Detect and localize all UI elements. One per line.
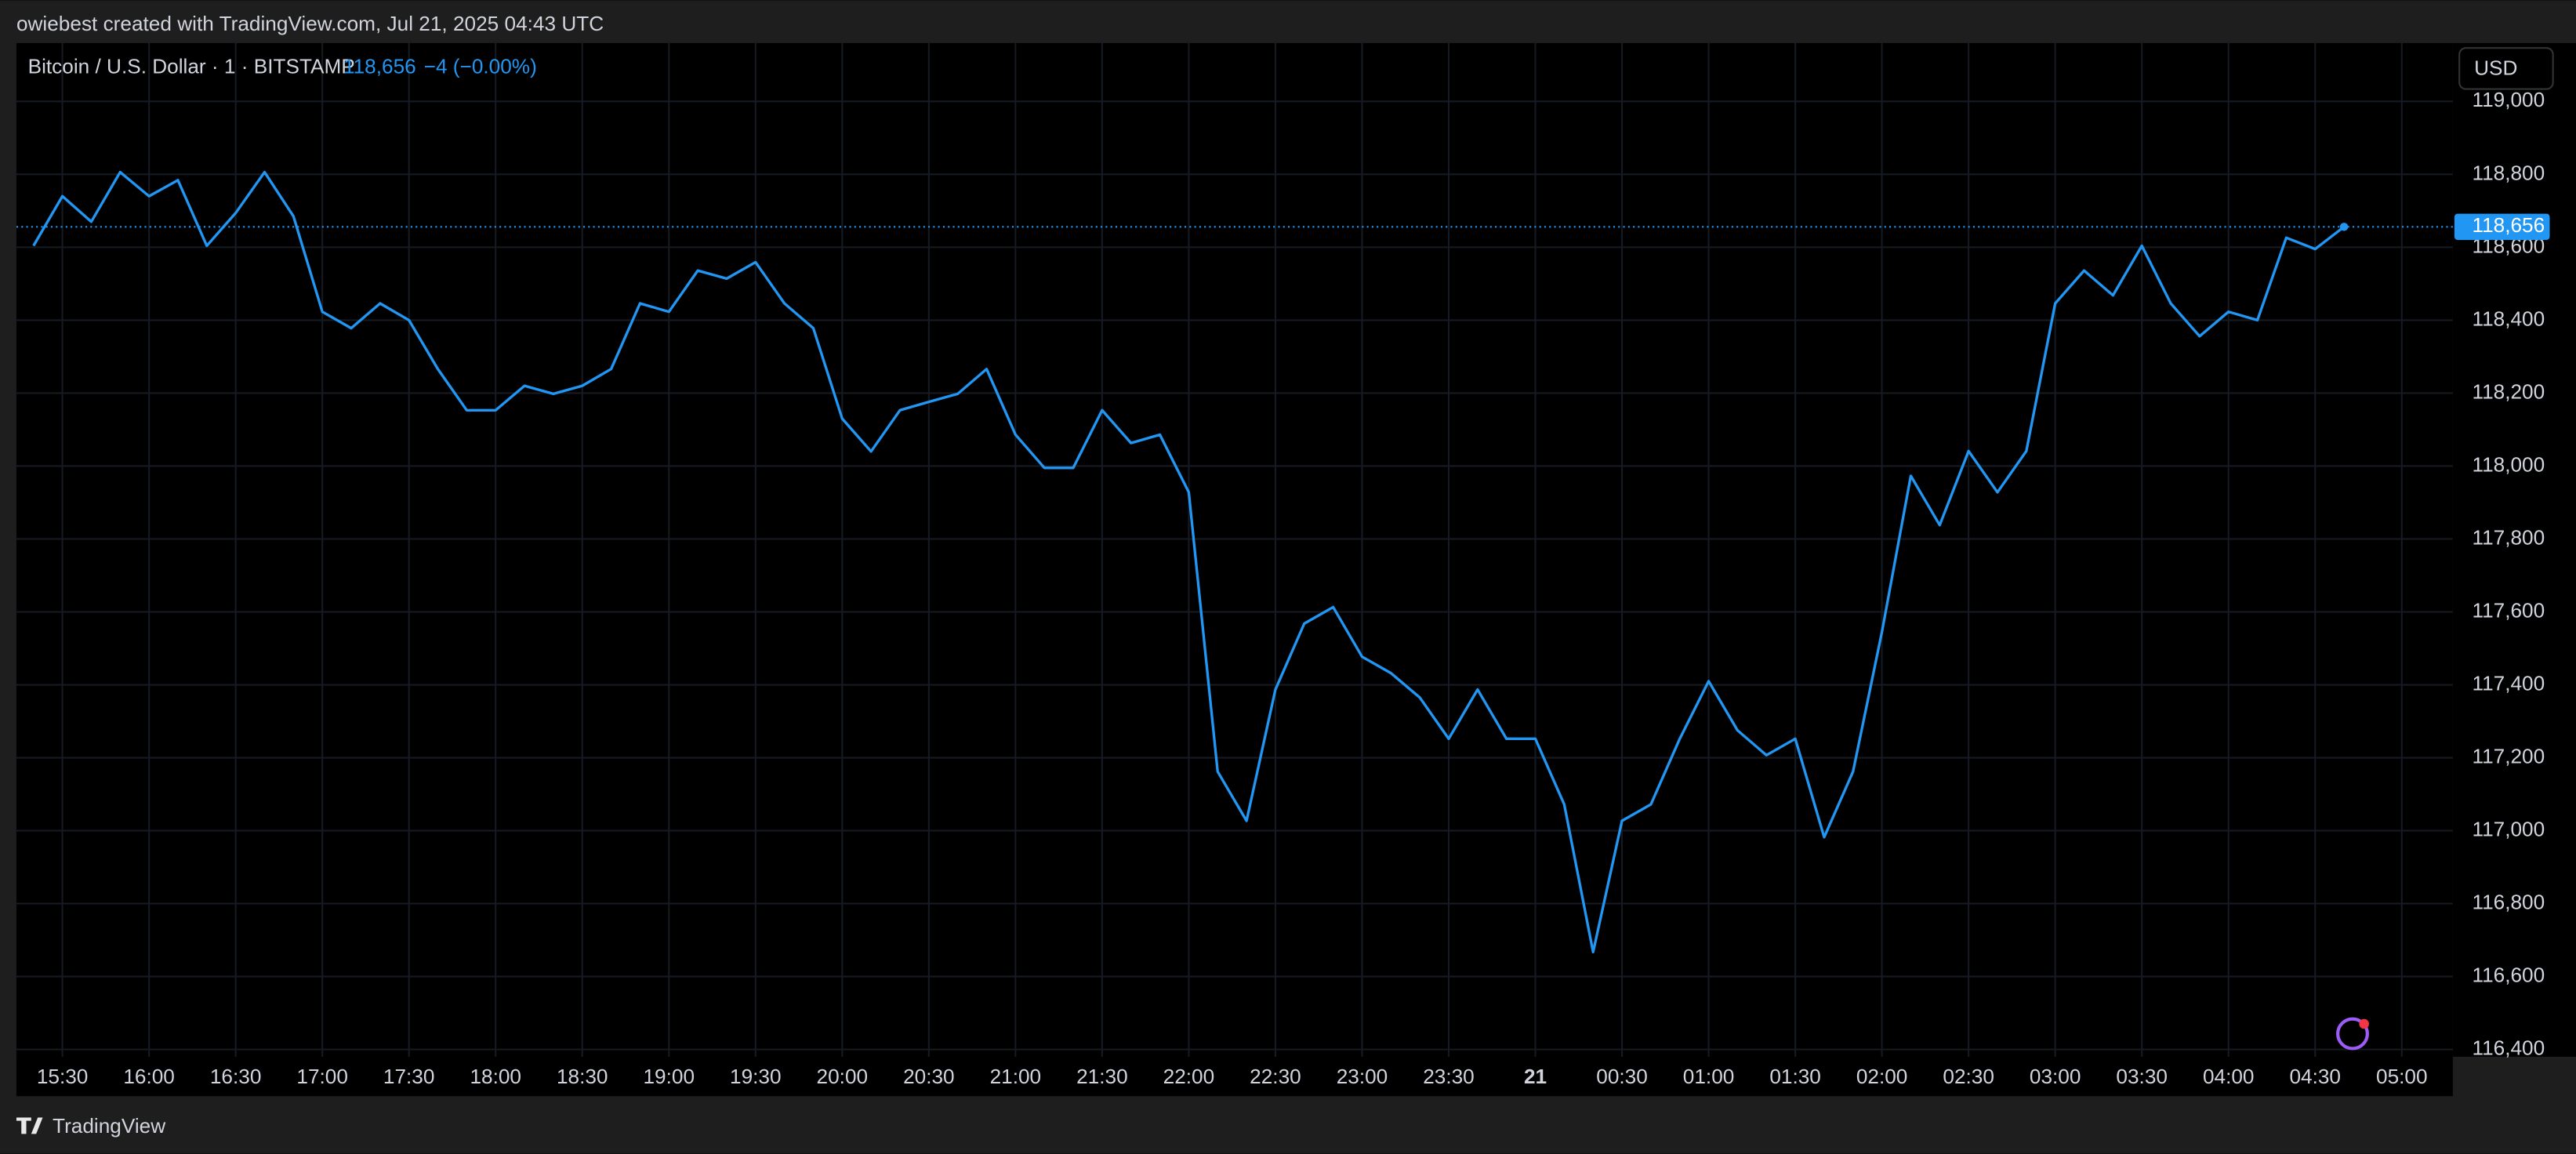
x-tick-label: 23:30 xyxy=(1423,1065,1475,1088)
x-tick-label: 18:30 xyxy=(557,1065,608,1088)
x-tick-label: 16:00 xyxy=(123,1065,175,1088)
x-tick-label: 04:00 xyxy=(2203,1065,2255,1088)
y-tick-label: 119,000 xyxy=(2472,88,2545,111)
y-tick-label: 117,200 xyxy=(2472,744,2545,768)
assistant-icon[interactable] xyxy=(2336,1017,2369,1051)
currency-button[interactable] xyxy=(2458,47,2554,90)
footer-logo xyxy=(16,1117,43,1134)
last-price-badge xyxy=(2454,213,2550,241)
x-tick-label: 17:30 xyxy=(383,1065,435,1088)
x-tick-label: 22:00 xyxy=(1163,1065,1215,1088)
y-tick-label: 118,000 xyxy=(2472,452,2545,476)
x-tick-label: 04:30 xyxy=(2289,1065,2341,1088)
y-tick-label: 118,400 xyxy=(2472,307,2545,330)
x-tick-label: 20:30 xyxy=(903,1065,955,1088)
x-tick-label: 02:30 xyxy=(1943,1065,1994,1088)
x-tick-label: 05:00 xyxy=(2376,1065,2428,1088)
x-tick-label: 19:30 xyxy=(730,1065,782,1088)
y-tick-label: 118,800 xyxy=(2472,161,2545,184)
x-tick-label: 18:00 xyxy=(470,1065,521,1088)
y-tick-label: 116,600 xyxy=(2472,963,2545,987)
x-tick-label: 21 xyxy=(1524,1065,1547,1088)
y-tick-label: 117,600 xyxy=(2472,598,2545,622)
y-tick-label: 117,000 xyxy=(2472,817,2545,840)
x-tick-label: 21:00 xyxy=(990,1065,1042,1088)
x-tick-label: 20:00 xyxy=(817,1065,869,1088)
x-tick-label: 21:30 xyxy=(1076,1065,1128,1088)
y-tick-label: 116,800 xyxy=(2472,891,2545,914)
y-tick-label: 117,800 xyxy=(2472,525,2545,549)
y-tick-label: 116,400 xyxy=(2472,1036,2545,1060)
header-change: −4 (−0.00%) xyxy=(424,54,537,78)
header-price: 118,656 xyxy=(343,54,416,78)
x-tick-label: 15:30 xyxy=(37,1065,89,1088)
x-tick-label: 01:30 xyxy=(1769,1065,1821,1088)
y-tick-label: 117,400 xyxy=(2472,671,2545,695)
x-tick-label: 03:30 xyxy=(2116,1065,2168,1088)
last-price-label: 118,656 xyxy=(2472,213,2545,237)
x-tick-label: 22:30 xyxy=(1250,1065,1301,1088)
x-tick-label: 02:00 xyxy=(1856,1065,1908,1088)
price-axis xyxy=(2452,42,2576,1057)
x-tick-label: 17:00 xyxy=(296,1065,348,1088)
x-tick-label: 00:30 xyxy=(1596,1065,1648,1088)
x-tick-label: 01:00 xyxy=(1683,1065,1735,1088)
y-tick-label: 118,200 xyxy=(2472,379,2545,403)
x-tick-label: 03:00 xyxy=(2030,1065,2081,1088)
x-tick-label: 23:00 xyxy=(1337,1065,1388,1088)
currency[interactable]: USD xyxy=(2474,56,2517,79)
last-point xyxy=(2339,223,2349,231)
x-tick-label: 19:00 xyxy=(643,1065,695,1088)
x-tick-label: 16:30 xyxy=(210,1065,262,1088)
plot-area xyxy=(16,42,2453,1057)
footer-brand: TradingView xyxy=(53,1114,165,1138)
attribution: owiebest created with TradingView.com, J… xyxy=(16,12,604,35)
chart-title: Bitcoin / U.S. Dollar · 1 · BITSTAMP xyxy=(28,54,355,78)
price-line xyxy=(32,170,2346,954)
time-axis xyxy=(16,1056,2453,1097)
